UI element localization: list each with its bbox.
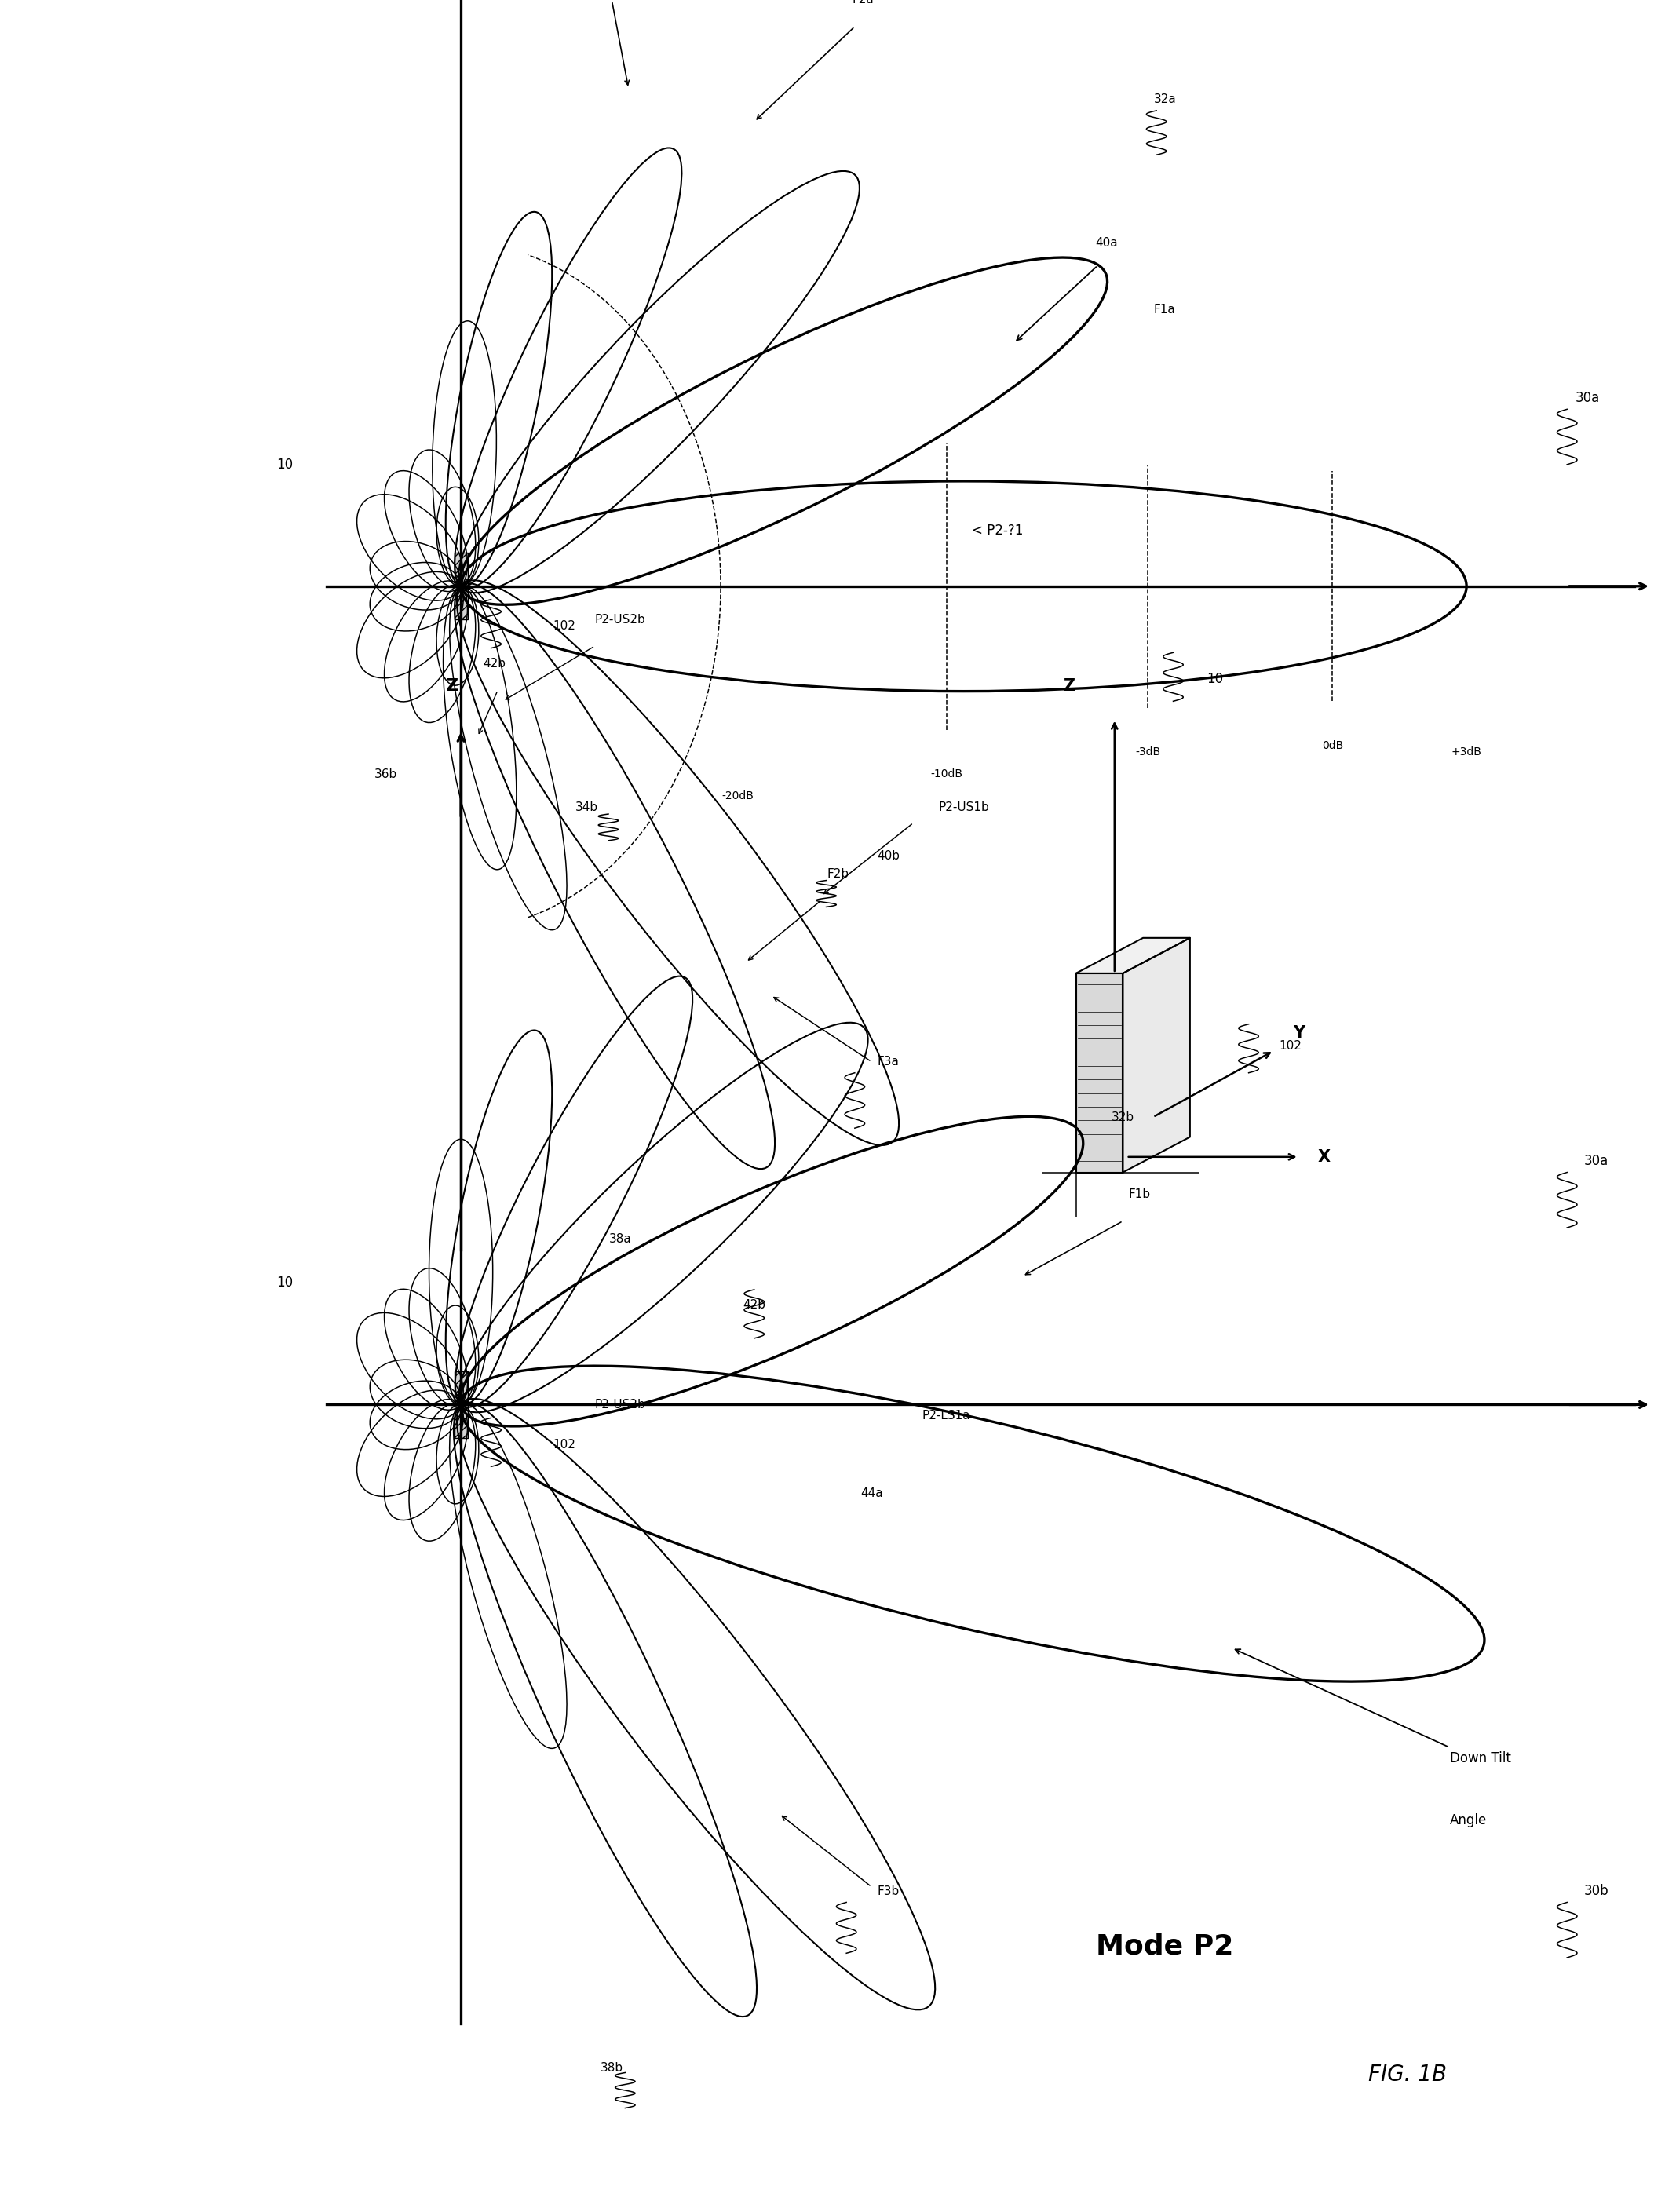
Text: -3dB: -3dB (1135, 748, 1161, 757)
Text: 102: 102 (553, 619, 577, 633)
Text: -10dB: -10dB (930, 770, 964, 779)
Bar (454, 553, 468, 619)
Text: 42b: 42b (742, 1298, 766, 1312)
Text: 40a: 40a (1094, 237, 1118, 250)
Text: F1b: F1b (1128, 1188, 1151, 1201)
Text: 38a: 38a (608, 1232, 632, 1245)
Text: Z: Z (446, 677, 459, 695)
Text: 32a: 32a (1153, 93, 1177, 106)
Text: 42b: 42b (483, 657, 506, 670)
Text: 34b: 34b (575, 801, 598, 814)
Polygon shape (1076, 973, 1123, 1172)
Text: P2-US2b: P2-US2b (595, 1398, 645, 1411)
Text: 38b: 38b (600, 2062, 623, 2075)
Text: 30b: 30b (1584, 1885, 1609, 1898)
Text: Mode P2: Mode P2 (1096, 1933, 1234, 1960)
Text: Angle: Angle (1450, 1814, 1487, 1827)
Polygon shape (1123, 938, 1190, 1172)
Text: -20dB: -20dB (721, 792, 754, 801)
Text: P2-US1b: P2-US1b (939, 801, 989, 814)
Text: FIG. 1B: FIG. 1B (1369, 2064, 1446, 2086)
Text: 102: 102 (553, 1438, 577, 1451)
Text: F3b: F3b (877, 1885, 900, 1898)
Text: 44a: 44a (860, 1486, 883, 1500)
Text: 32b: 32b (1111, 1110, 1135, 1124)
Text: Y: Y (1292, 1024, 1306, 1042)
Text: +3dB: +3dB (1451, 748, 1482, 757)
Text: 30a: 30a (1575, 392, 1601, 405)
Text: 10: 10 (277, 458, 293, 471)
Text: 102: 102 (1279, 1040, 1302, 1053)
Text: P2-LS1a: P2-LS1a (922, 1409, 970, 1422)
Text: 40b: 40b (877, 849, 900, 863)
Text: Down Tilt: Down Tilt (1450, 1752, 1510, 1765)
Text: F1a: F1a (1155, 303, 1175, 316)
Polygon shape (1076, 938, 1190, 973)
Text: F3a: F3a (877, 1055, 900, 1068)
Text: 36b: 36b (374, 768, 397, 781)
Text: 30a: 30a (1584, 1155, 1609, 1168)
Text: < P2-?1: < P2-?1 (972, 524, 1022, 538)
Text: F2a: F2a (853, 0, 873, 7)
Text: P2-US2b: P2-US2b (595, 613, 645, 626)
Text: Z: Z (1063, 677, 1076, 695)
Text: 10: 10 (277, 1276, 293, 1290)
Text: 0dB: 0dB (1322, 741, 1342, 750)
Text: F2b: F2b (826, 867, 850, 880)
Text: X: X (1317, 1148, 1331, 1166)
Text: 10: 10 (1207, 672, 1223, 686)
Bar (454, 1371, 468, 1438)
